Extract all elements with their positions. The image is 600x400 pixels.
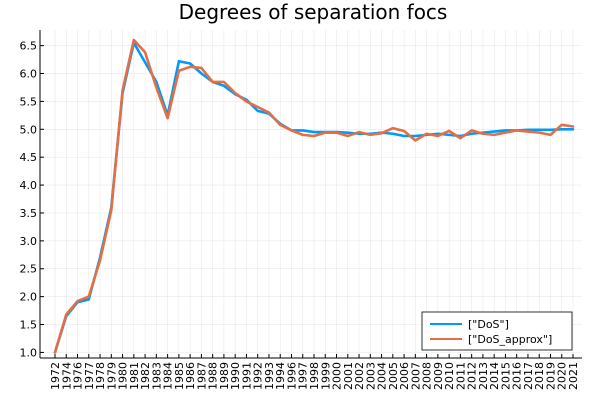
x-tick-label: 1990 [229, 362, 242, 390]
x-tick-label: 1984 [162, 362, 175, 390]
x-tick-label: 2018 [533, 362, 546, 390]
x-tick-label: 2005 [387, 362, 400, 390]
x-tick-label: 2019 [544, 362, 557, 390]
y-tick-label: 1.0 [20, 346, 38, 359]
x-tick-label: 2012 [466, 362, 479, 390]
x-tick-label: 1991 [240, 362, 253, 390]
y-tick-label: 3.5 [20, 207, 38, 220]
x-tick-label: 2014 [488, 362, 501, 390]
x-tick-label: 2013 [477, 362, 490, 390]
x-tick-label: 2009 [432, 362, 445, 390]
x-tick-label: 2001 [342, 362, 355, 390]
x-tick-label: 1979 [105, 362, 118, 390]
x-tick-label: 2021 [567, 362, 580, 390]
y-tick-label: 5.5 [20, 95, 38, 108]
x-tick-label: 1982 [139, 362, 152, 390]
x-tick-label: 2004 [376, 362, 389, 390]
y-tick-label: 2.5 [20, 263, 38, 276]
x-tick-label: 1972 [49, 362, 62, 390]
x-tick-label: 2007 [409, 362, 422, 390]
y-tick-label: 5.0 [20, 123, 38, 136]
x-tick-label: 1985 [173, 362, 186, 390]
axes [39, 30, 582, 359]
x-tick-label: 2015 [499, 362, 512, 390]
legend-label-dos-approx: ["DoS_approx"] [468, 333, 552, 346]
x-tick-label: 2010 [443, 362, 456, 390]
x-tick-label: 1993 [263, 362, 276, 390]
grid-lines [40, 30, 582, 358]
series-line-dos [53, 41, 575, 354]
y-tick-label: 6.5 [20, 40, 38, 53]
y-tick-label: 4.0 [20, 179, 38, 192]
x-tick-label: 1983 [150, 362, 163, 390]
x-tick-label: 1996 [285, 362, 298, 390]
x-tick-label: 1976 [72, 362, 85, 390]
x-tick-label: 2016 [511, 362, 524, 390]
x-tick-label: 1988 [207, 362, 220, 390]
series-lines [53, 38, 575, 354]
x-tick-label: 2003 [364, 362, 377, 390]
y-tick-label: 3.0 [20, 235, 38, 248]
y-tick-label: 4.5 [20, 151, 38, 164]
x-tick-label: 1987 [195, 362, 208, 390]
x-tick-label: 2006 [398, 362, 411, 390]
legend: ["DoS"] ["DoS_approx"] [421, 311, 573, 351]
x-tick-label: 2008 [421, 362, 434, 390]
chart-title: Degrees of separation focs [179, 0, 448, 24]
x-tick-label: 2002 [353, 362, 366, 390]
legend-box [421, 311, 573, 351]
y-tick-label: 6.0 [20, 68, 38, 81]
x-tick-label: 1974 [60, 362, 73, 390]
x-tick-label: 1978 [94, 362, 107, 390]
x-tick-label: 1986 [184, 362, 197, 390]
x-tick-label: 1981 [128, 362, 141, 390]
series-line-dos-approx [53, 38, 575, 354]
x-tick-label: 1989 [218, 362, 231, 390]
x-tick-label: 1980 [117, 362, 130, 390]
y-tick-label: 2.0 [20, 291, 38, 304]
x-tick-label: 2011 [454, 362, 467, 390]
x-tick-label: 1994 [274, 362, 287, 390]
x-tick-label: 1998 [308, 362, 321, 390]
x-axis-ticks: 1972197419761977197819791980198119821983… [49, 354, 580, 390]
x-tick-label: 2017 [522, 362, 535, 390]
x-tick-label: 1977 [83, 362, 96, 390]
x-tick-label: 1992 [252, 362, 265, 390]
x-tick-label: 1999 [319, 362, 332, 390]
x-tick-label: 1997 [297, 362, 310, 390]
x-tick-label: 2020 [556, 362, 569, 390]
x-tick-label: 2000 [331, 362, 344, 390]
legend-label-dos: ["DoS"] [468, 318, 509, 331]
y-tick-label: 1.5 [20, 319, 38, 332]
y-axis-ticks: 1.0 1.5 2.0 2.5 3.0 3.5 4.0 4.5 5.0 5.5 6.0 6.5 [20, 40, 44, 359]
